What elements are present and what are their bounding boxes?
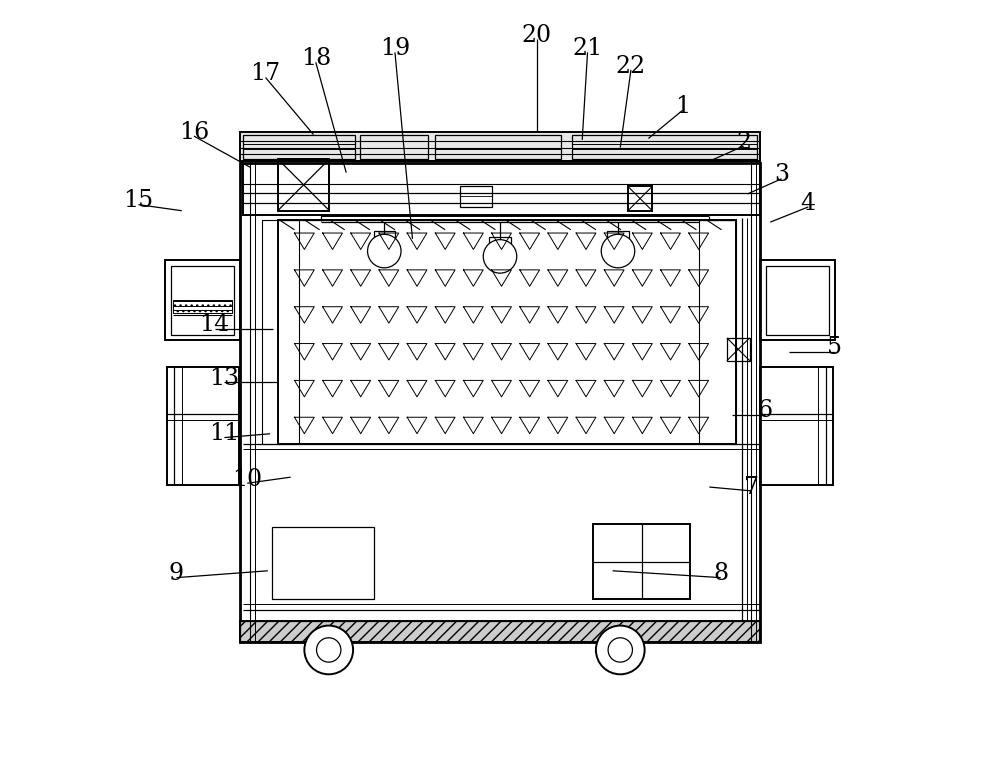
- Bar: [240, 163, 760, 643]
- Text: 2: 2: [736, 131, 751, 154]
- Text: 11: 11: [209, 422, 240, 445]
- Bar: [760, 367, 833, 485]
- Bar: [760, 261, 835, 340]
- Bar: [165, 261, 240, 340]
- Bar: [489, 237, 511, 248]
- Bar: [572, 134, 757, 159]
- Text: 1: 1: [675, 95, 690, 118]
- Text: 22: 22: [616, 54, 646, 78]
- Bar: [435, 134, 561, 159]
- Bar: [171, 267, 234, 335]
- Bar: [243, 134, 355, 159]
- Bar: [240, 132, 760, 161]
- Text: 21: 21: [572, 37, 603, 60]
- Bar: [727, 338, 750, 361]
- Circle shape: [304, 626, 353, 675]
- Circle shape: [601, 235, 635, 268]
- Bar: [628, 186, 652, 211]
- Bar: [460, 186, 492, 207]
- Bar: [278, 159, 329, 211]
- Text: 4: 4: [801, 192, 816, 215]
- Text: 18: 18: [301, 47, 331, 70]
- Bar: [699, 220, 736, 445]
- Text: 16: 16: [179, 121, 209, 144]
- Circle shape: [368, 235, 401, 268]
- Text: 13: 13: [209, 367, 240, 390]
- Text: 5: 5: [827, 336, 842, 359]
- Bar: [285, 227, 718, 442]
- Circle shape: [596, 626, 645, 675]
- Bar: [240, 621, 760, 643]
- Bar: [278, 220, 736, 445]
- Circle shape: [608, 638, 632, 662]
- Bar: [240, 621, 760, 643]
- Bar: [262, 220, 299, 445]
- Text: 17: 17: [250, 62, 281, 86]
- Text: 3: 3: [774, 163, 789, 186]
- Bar: [374, 231, 395, 242]
- Text: 15: 15: [123, 189, 153, 212]
- Bar: [243, 161, 760, 215]
- Text: 20: 20: [521, 24, 552, 47]
- Bar: [360, 134, 428, 159]
- Text: 8: 8: [713, 562, 728, 585]
- Text: 19: 19: [380, 37, 410, 60]
- Circle shape: [483, 240, 517, 274]
- Text: 14: 14: [199, 313, 230, 336]
- Bar: [173, 299, 232, 313]
- Bar: [593, 524, 690, 599]
- Bar: [607, 231, 629, 242]
- Text: 6: 6: [757, 400, 772, 422]
- Text: 9: 9: [169, 562, 184, 585]
- Bar: [766, 267, 829, 335]
- Text: 10: 10: [232, 468, 262, 491]
- Text: 7: 7: [744, 475, 759, 499]
- Bar: [272, 526, 374, 599]
- Bar: [167, 367, 239, 485]
- Circle shape: [317, 638, 341, 662]
